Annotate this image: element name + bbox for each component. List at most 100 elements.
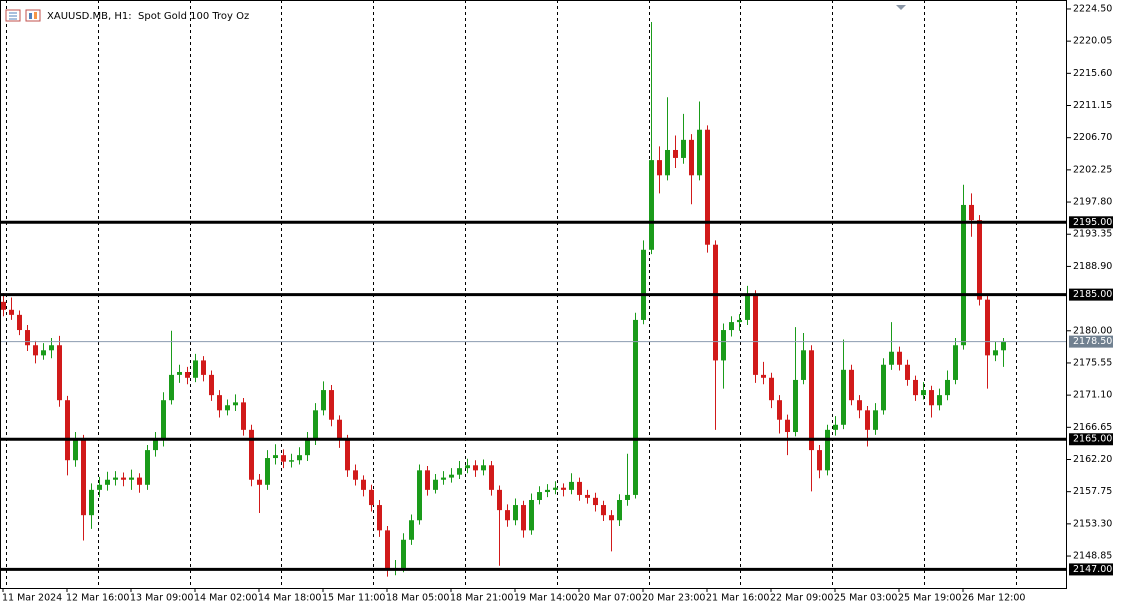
level-label: 2185.00 — [1073, 289, 1112, 300]
x-tick-label: 14 Mar 18:00 — [258, 593, 321, 604]
candle-body — [89, 489, 94, 516]
candle-body — [649, 160, 654, 250]
candle-body — [369, 489, 374, 506]
candle-body — [113, 477, 118, 480]
candle-body — [449, 474, 454, 478]
candle-body — [65, 400, 70, 461]
y-tick-label: 2193.35 — [1073, 229, 1112, 240]
candle-body — [889, 351, 894, 365]
candle-body — [617, 499, 622, 521]
y-tick-label: 2224.50 — [1073, 3, 1112, 14]
candle-body — [729, 322, 734, 331]
level-label: 2195.00 — [1073, 217, 1112, 228]
candle-body — [665, 149, 670, 176]
candle-body — [177, 371, 182, 375]
x-tick-label: 11 Mar 2024 — [2, 593, 62, 604]
candle-body — [241, 402, 246, 430]
candle-body — [785, 419, 790, 433]
candle-body — [585, 494, 590, 498]
chart-title: XAUUSD.MB, H1: Spot Gold 100 Troy Oz — [47, 11, 249, 22]
candle-body — [225, 405, 230, 411]
candle-body — [345, 439, 350, 471]
icon — [25, 9, 41, 22]
candle-body — [553, 487, 558, 490]
x-tick-label: 18 Mar 05:00 — [386, 593, 449, 604]
candle-body — [25, 330, 30, 346]
x-tick-label: 12 Mar 16:00 — [66, 593, 129, 604]
candle-body — [873, 410, 878, 430]
candle-body — [857, 400, 862, 411]
candle-body — [153, 439, 158, 451]
candle-body — [281, 455, 286, 462]
candle-body — [161, 400, 166, 440]
candle-body — [537, 492, 542, 500]
y-tick-label: 2206.70 — [1073, 132, 1112, 143]
candle-body — [201, 360, 206, 375]
candle-body — [9, 309, 14, 315]
candle-body — [737, 319, 742, 323]
candle-body — [297, 455, 302, 461]
candle-body — [233, 402, 238, 406]
candle-body — [633, 319, 638, 495]
candle-body — [809, 350, 814, 451]
candle-body — [833, 424, 838, 430]
candle-body — [937, 395, 942, 406]
candle-body — [849, 369, 854, 401]
candle-body — [409, 520, 414, 540]
candle-body — [121, 477, 126, 480]
y-tick-label: 2162.20 — [1073, 454, 1112, 465]
candle-body — [49, 345, 54, 351]
x-tick-label: 20 Mar 07:00 — [578, 593, 641, 604]
level-tag — [1069, 288, 1113, 301]
x-tick-label: 25 Mar 19:00 — [898, 593, 961, 604]
x-tick-label: 26 Mar 12:00 — [962, 593, 1025, 604]
candle-body — [329, 390, 334, 420]
candle-body — [73, 439, 78, 461]
candle-body — [417, 470, 422, 521]
candle-body — [609, 515, 614, 521]
candle-body — [97, 484, 102, 490]
y-tick-label: 2211.15 — [1073, 100, 1112, 111]
candle-body — [249, 429, 254, 480]
candle-body — [657, 160, 662, 176]
candle-body — [105, 479, 110, 485]
icon — [34, 12, 37, 19]
y-tick-label: 2166.65 — [1073, 422, 1112, 433]
candle-body — [761, 374, 766, 378]
candle-body — [841, 369, 846, 425]
x-tick-label: 22 Mar 09:00 — [770, 593, 833, 604]
candle-body — [913, 379, 918, 396]
candle-body — [193, 360, 198, 378]
candle-body — [545, 489, 550, 493]
candle-body — [185, 371, 190, 378]
candle-body — [825, 429, 830, 471]
x-tick-label: 15 Mar 11:00 — [322, 593, 385, 604]
plot — [0, 21, 1067, 577]
x-tick-label: 20 Mar 23:00 — [642, 593, 705, 604]
candle-body — [801, 350, 806, 380]
candle-body — [897, 351, 902, 365]
candle-body — [361, 479, 366, 490]
candle-body — [129, 477, 134, 480]
candle-body — [305, 439, 310, 456]
icon — [29, 13, 32, 19]
candle-body — [273, 455, 278, 459]
candle-body — [641, 249, 646, 320]
x-tick-label: 13 Mar 09:00 — [130, 593, 193, 604]
candle-body — [561, 487, 566, 490]
candle-body — [625, 494, 630, 500]
candle-body — [745, 294, 750, 320]
candle-body — [569, 481, 574, 490]
x-tick-label: 18 Mar 21:00 — [450, 593, 513, 604]
candle-body — [793, 379, 798, 433]
y-tick-label: 2188.90 — [1073, 261, 1112, 272]
current-price-label: 2178.50 — [1073, 336, 1112, 347]
y-tick-label: 2215.60 — [1073, 68, 1112, 79]
y-tick-label: 2197.80 — [1073, 197, 1112, 208]
y-tick-label: 2171.10 — [1073, 390, 1112, 401]
candle-body — [353, 470, 358, 480]
candle-body — [705, 129, 710, 245]
candle-body — [993, 350, 998, 356]
